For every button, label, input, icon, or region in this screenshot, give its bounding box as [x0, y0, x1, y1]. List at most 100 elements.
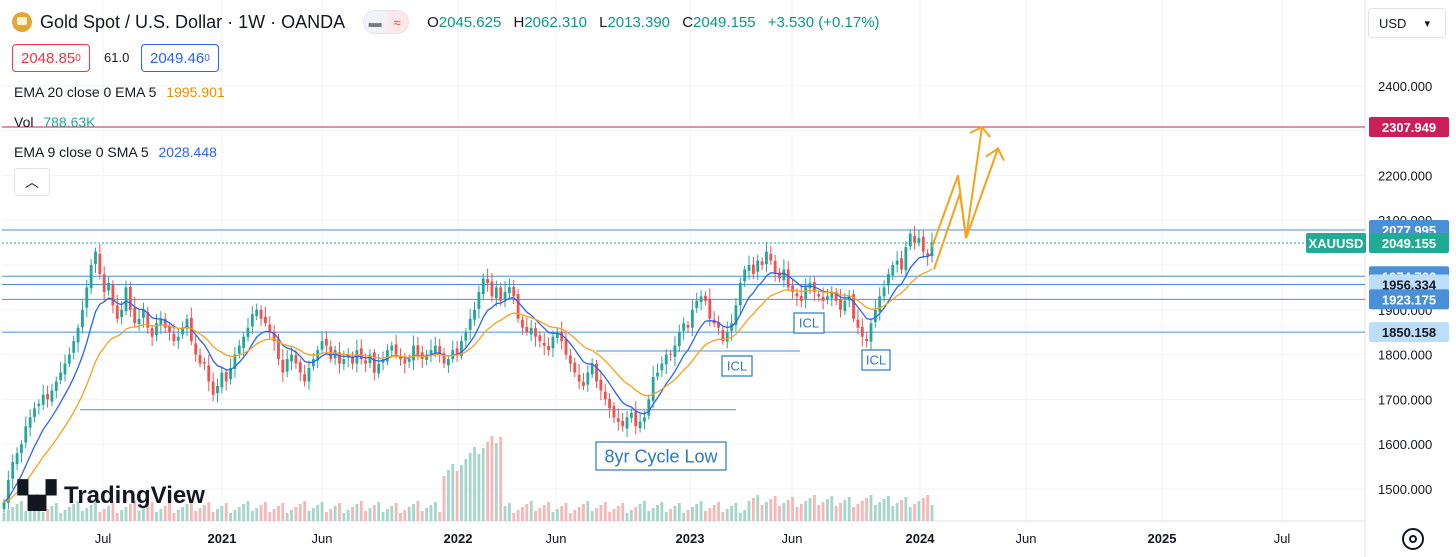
candle-body[interactable] [817, 294, 821, 297]
candle-body[interactable] [564, 338, 568, 355]
candle-body[interactable] [887, 273, 890, 286]
candle-body[interactable] [2, 502, 6, 510]
candle-body[interactable] [442, 353, 446, 364]
candle-body[interactable] [464, 332, 468, 341]
candle-body[interactable] [98, 253, 102, 274]
candle-body[interactable] [621, 420, 625, 427]
candle-body[interactable] [708, 298, 712, 319]
candle-body[interactable] [24, 426, 28, 443]
legend-volume[interactable]: Vol 788.63K [14, 114, 96, 130]
candle-body[interactable] [285, 359, 289, 372]
candle-body[interactable] [690, 309, 694, 328]
candle-body[interactable] [220, 372, 224, 388]
currency-select[interactable]: USD ▾ [1368, 8, 1446, 38]
candle-body[interactable] [717, 322, 720, 328]
candle-body[interactable] [568, 355, 572, 364]
candle-body[interactable] [168, 325, 171, 333]
candle-body[interactable] [656, 372, 659, 377]
candle-body[interactable] [908, 233, 912, 247]
candlesticks[interactable] [2, 226, 934, 513]
candle-body[interactable] [477, 291, 481, 309]
candle-body[interactable] [399, 356, 402, 360]
candle-body[interactable] [765, 251, 768, 265]
candle-body[interactable] [873, 309, 877, 322]
candle-body[interactable] [351, 356, 354, 364]
candle-body[interactable] [791, 285, 794, 292]
candle-body[interactable] [490, 281, 494, 297]
candle-body[interactable] [612, 406, 616, 418]
candle-body[interactable] [760, 261, 764, 265]
candle-body[interactable] [738, 282, 742, 306]
ask-button[interactable]: 2049.46 0 [141, 44, 219, 72]
candle-body[interactable] [37, 403, 41, 407]
candle-body[interactable] [176, 336, 180, 341]
candle-body[interactable] [677, 332, 681, 347]
candle-body[interactable] [860, 326, 864, 337]
candle-body[interactable] [338, 352, 341, 364]
candle-body[interactable] [878, 296, 882, 312]
candle-body[interactable] [664, 354, 668, 365]
candle-body[interactable] [111, 284, 115, 306]
candle-body[interactable] [446, 359, 450, 366]
candle-body[interactable] [494, 287, 498, 299]
candle-body[interactable] [821, 296, 825, 301]
candle-body[interactable] [882, 287, 886, 297]
candle-body[interactable] [237, 345, 241, 354]
candle-body[interactable] [751, 264, 755, 274]
legend-ema20[interactable]: EMA 20 close 0 EMA 5 1995.901 [14, 84, 225, 100]
candle-body[interactable] [433, 345, 437, 353]
candle-body[interactable] [538, 335, 542, 342]
candle-body[interactable] [573, 362, 577, 373]
candle-body[interactable] [76, 327, 80, 343]
candle-body[interactable] [917, 238, 921, 244]
candle-body[interactable] [547, 345, 551, 351]
candle-body[interactable] [782, 269, 786, 281]
candle-body[interactable] [643, 417, 646, 422]
chart-mode-toggle[interactable]: ▬ ≈ [363, 10, 410, 34]
candle-body[interactable] [869, 323, 873, 342]
candle-body[interactable] [63, 363, 67, 375]
candle-body[interactable] [638, 421, 642, 429]
candle-body[interactable] [843, 300, 847, 312]
candle-body[interactable] [468, 318, 472, 330]
candle-body[interactable] [128, 286, 132, 310]
candle-body[interactable] [137, 318, 141, 325]
candle-body[interactable] [390, 345, 394, 351]
candle-body[interactable] [294, 355, 298, 364]
symbol-title[interactable]: Gold Spot / U.S. Dollar · 1W · OANDA [40, 11, 346, 32]
candle-body[interactable] [555, 332, 559, 339]
candle-body[interactable] [725, 332, 729, 342]
candle-body[interactable] [699, 296, 703, 303]
candle-body[interactable] [629, 412, 633, 418]
candle-body[interactable] [512, 286, 516, 297]
candle-body[interactable] [211, 381, 215, 395]
candle-body[interactable] [786, 269, 790, 288]
candle-body[interactable] [246, 327, 250, 338]
candle-body[interactable] [233, 354, 237, 369]
candle-body[interactable] [455, 348, 459, 355]
candle-body[interactable] [529, 327, 533, 335]
candle-body[interactable] [743, 269, 747, 282]
candle-body[interactable] [15, 453, 19, 464]
candle-body[interactable] [608, 398, 612, 409]
candle-body[interactable] [133, 307, 137, 324]
candle-body[interactable] [499, 287, 503, 301]
candle-body[interactable] [734, 305, 738, 326]
candle-body[interactable] [290, 354, 293, 362]
candle-body[interactable] [834, 291, 838, 301]
candle-body[interactable] [320, 341, 324, 350]
candle-body[interactable] [756, 260, 760, 272]
candle-body[interactable] [359, 348, 363, 360]
annotation-box[interactable] [595, 441, 727, 471]
candle-body[interactable] [94, 251, 97, 265]
candle-body[interactable] [865, 338, 869, 342]
candle-body[interactable] [72, 341, 76, 353]
candle-body[interactable] [577, 374, 581, 382]
candle-body[interactable] [41, 394, 45, 405]
wave-icon[interactable]: ≈ [386, 11, 409, 33]
candle-body[interactable] [525, 326, 529, 333]
candle-body[interactable] [185, 318, 189, 329]
candle-body[interactable] [85, 287, 89, 308]
candle-body[interactable] [307, 368, 311, 382]
candle-body[interactable] [368, 354, 372, 364]
